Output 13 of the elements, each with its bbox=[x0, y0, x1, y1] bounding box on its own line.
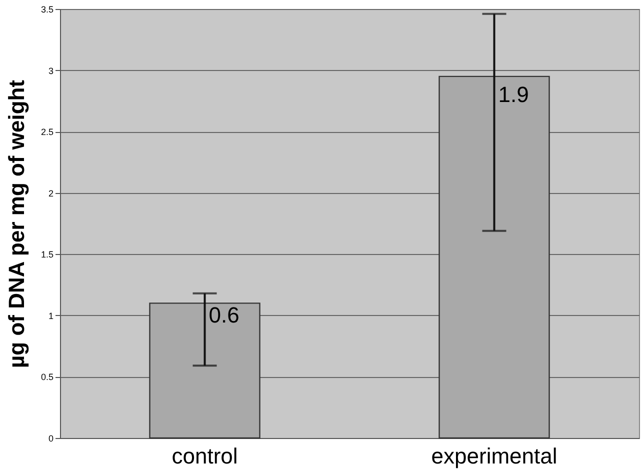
x-tick-label: control bbox=[172, 444, 238, 468]
annotation: 0.6 bbox=[208, 302, 240, 328]
y-tick-label: 0.5 bbox=[40, 372, 54, 382]
y-tick-label: 1 bbox=[48, 310, 54, 321]
y-tick-label: 3 bbox=[48, 66, 54, 76]
y-tick-label: 2.5 bbox=[40, 127, 54, 138]
y-tick-label: 2 bbox=[48, 188, 54, 198]
x-tick-label: experimental bbox=[431, 444, 558, 468]
y-axis-title: µg of DNA per mg of weight bbox=[4, 79, 29, 368]
annotation: 1.9 bbox=[498, 82, 529, 107]
y-tick-label: 1.5 bbox=[40, 250, 54, 260]
y-tick-label: 0 bbox=[48, 434, 54, 444]
y-tick-label: 3.5 bbox=[40, 4, 54, 14]
